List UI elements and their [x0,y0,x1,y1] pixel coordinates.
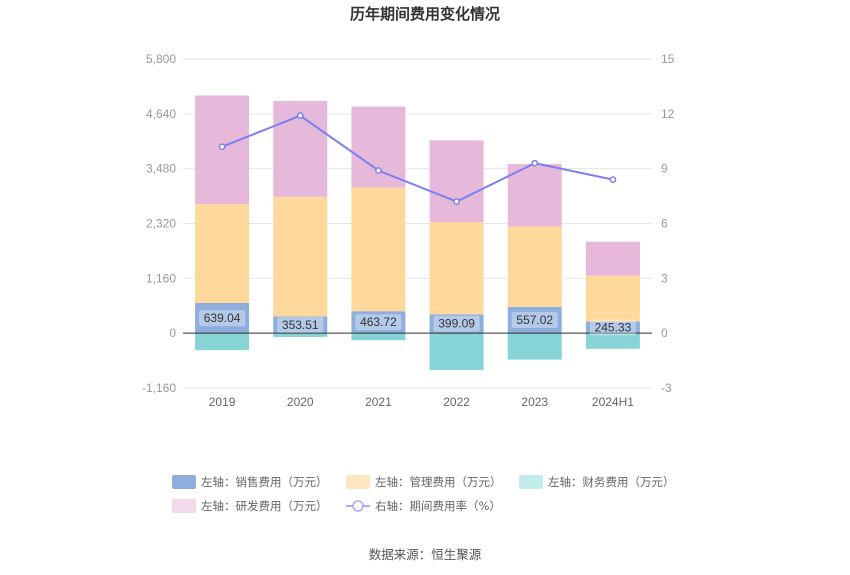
admin-expense-bar [507,226,562,307]
data-label-bg [589,319,637,336]
chart-title: 历年期间费用变化情况 [350,5,500,23]
data-labels: 639.04 353.51 463.72 399.09 557.02 245.33 [198,310,637,336]
legend-label: 右轴：期间费用率（%） [375,499,501,513]
admin-expense-bar [195,204,250,303]
sales-data-label: 245.33 [595,320,632,334]
gridlines [183,58,652,389]
rate-point [531,159,539,167]
finance-expense-bar [195,333,250,351]
admin-expense-bar [585,275,640,322]
right-tick-label: 9 [661,162,668,176]
right-tick-label: 3 [661,271,668,285]
sales-expense-bar [429,314,484,334]
admin-expense-bar [351,187,406,312]
right-tick-label: 12 [661,107,675,121]
legend-swatch [346,475,370,489]
legend: 左轴：销售费用（万元） 左轴：管理费用（万元） 左轴：财务费用（万元） 左轴：研发费用… [172,475,675,513]
right-tick-label: 6 [661,217,668,231]
x-tick-label: 2024H1 [592,395,634,409]
left-tick-label: 5,800 [146,52,176,66]
left-axis-ticks: -1,160 0 1,160 2,320 3,480 4,640 5,800 [142,52,176,395]
sales-data-label: 463.72 [360,315,397,329]
x-tick-label: 2023 [521,395,548,409]
sales-expense-bar [351,311,406,334]
x-tick-label: 2021 [365,395,392,409]
rate-point [609,176,617,183]
left-tick-label: 4,640 [146,107,176,121]
legend-line-marker [352,500,364,512]
legend-label: 左轴：研发费用（万元） [201,499,328,513]
finance-expense-bar [351,333,406,341]
rate-point [296,112,304,120]
legend-label: 左轴：销售费用（万元） [201,475,328,489]
data-label-bg [198,310,246,327]
sales-expense-bar [195,302,250,334]
x-tick-label: 2019 [209,395,236,409]
x-tick-label: 2020 [287,395,314,409]
data-label-bg [433,315,480,332]
sales-expense-bar [507,306,562,334]
rate-line-path [221,114,614,203]
left-tick-label: 3,480 [146,162,176,176]
finance-expense-bar [507,333,562,360]
finance-expense-bar [429,333,484,371]
finance-expense-bar [585,333,640,349]
x-tick-label: 2022 [443,395,470,409]
right-tick-label: 0 [661,326,668,340]
rate-point [375,167,382,174]
sales-expense-bar [273,316,328,334]
right-axis-ticks: -3 0 3 6 9 12 15 [661,52,675,395]
rd-expense-bar [507,164,562,227]
left-tick-label: -1,160 [142,381,176,395]
data-label-bg [277,316,324,333]
left-tick-label: 1,160 [146,271,176,285]
sales-data-label: 353.51 [282,318,319,332]
rate-point [218,143,226,151]
bars [195,95,640,371]
left-tick-label: 0 [169,326,176,340]
rd-expense-bar [585,241,640,276]
right-tick-label: 15 [661,52,675,66]
legend-swatch [172,475,196,489]
legend-swatch [172,499,196,513]
admin-expense-bar [273,196,328,317]
finance-expense-bar [273,333,328,337]
right-tick-label: -3 [661,381,672,395]
rate-point [453,198,460,205]
data-label-bg [511,312,558,329]
admin-expense-bar [429,222,484,315]
left-tick-label: 2,320 [146,217,176,231]
data-label-bg [355,314,402,331]
x-axis-ticks: 2019 2020 2021 2022 2023 2024H1 [209,395,635,409]
sales-data-label: 639.04 [204,311,241,325]
expense-rate-line [218,112,617,205]
sales-expense-bar [585,321,640,334]
sales-data-label: 557.02 [516,313,553,327]
sales-data-label: 399.09 [438,317,475,331]
rd-expense-bar [429,140,484,223]
data-source: 数据来源：恒生聚源 [369,547,482,562]
legend-swatch [519,475,543,489]
rd-expense-bar [351,106,406,188]
legend-label: 左轴：管理费用（万元） [375,475,502,489]
legend-label: 左轴：财务费用（万元） [548,475,675,489]
